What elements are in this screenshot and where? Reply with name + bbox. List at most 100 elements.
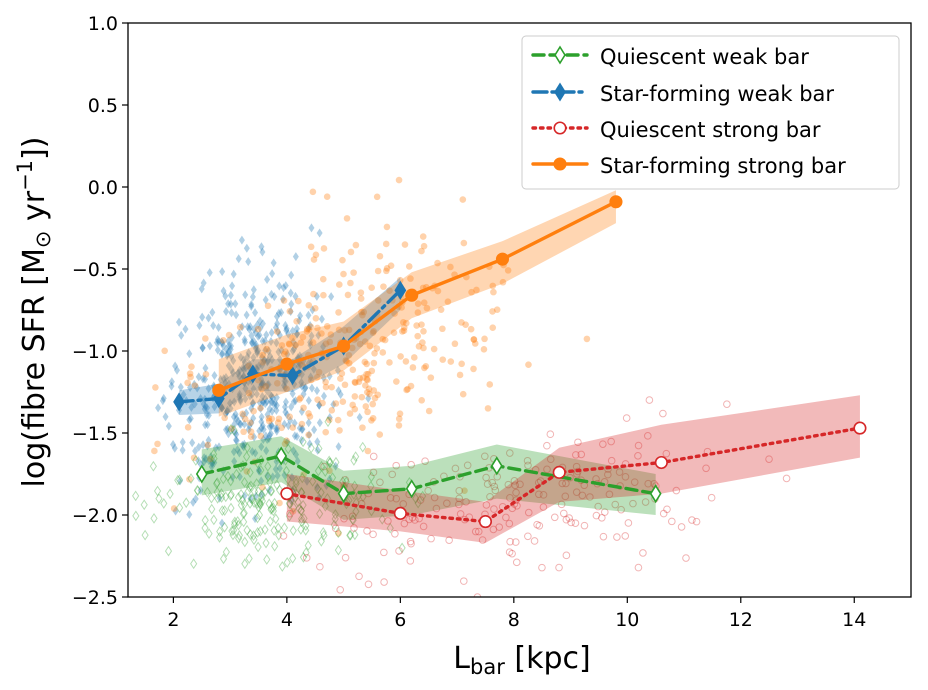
scatter-point (337, 375, 344, 382)
scatter-point (241, 358, 248, 368)
scatter-point (275, 308, 282, 318)
scatter-point (364, 370, 372, 378)
scatter-point (451, 464, 460, 473)
scatter-point (356, 412, 363, 422)
scatter-point (299, 381, 306, 391)
scatter-point (219, 403, 226, 413)
scatter-point (249, 390, 256, 400)
scatter-point (258, 353, 265, 363)
scatter-point (228, 351, 235, 361)
scatter-point (253, 389, 260, 399)
scatter-point (213, 477, 221, 489)
scatter-point (242, 383, 249, 393)
scatter-point (219, 518, 226, 528)
scatter-point (245, 257, 252, 267)
scatter-point (621, 532, 630, 540)
scatter-point (297, 513, 306, 525)
scatter-point (282, 376, 289, 386)
scatter-point (335, 386, 342, 396)
scatter-point (412, 493, 420, 504)
scatter-point (405, 263, 413, 270)
scatter-point (259, 359, 267, 366)
scatter-point (230, 269, 237, 279)
scatter-point (296, 396, 303, 403)
scatter-point (508, 549, 516, 558)
scatter-point (246, 498, 254, 509)
scatter-point (256, 330, 263, 340)
scatter-point (427, 534, 435, 543)
scatter-point (289, 326, 296, 336)
scatter-point (592, 511, 601, 520)
scatter-point (269, 505, 278, 517)
scatter-point (396, 276, 404, 284)
scatter-point (188, 363, 195, 370)
scatter-point (191, 379, 198, 389)
scatter-point (216, 526, 224, 537)
scatter-point (247, 433, 255, 440)
scatter-point (205, 384, 212, 394)
scatter-point (259, 484, 266, 491)
scatter-point (480, 346, 488, 353)
scatter-point (182, 324, 189, 334)
scatter-point (261, 524, 269, 536)
scatter-point (323, 323, 331, 330)
scatter-point (420, 327, 427, 335)
scatter-point (294, 456, 301, 466)
scatter-point (273, 328, 281, 335)
scatter-point (190, 558, 198, 570)
scatter-point (201, 522, 209, 534)
scatter-point (252, 328, 259, 338)
scatter-point (491, 486, 500, 495)
scatter-point (204, 441, 211, 451)
scatter-point (228, 333, 235, 343)
scatter-point (223, 344, 230, 354)
scatter-point (388, 470, 397, 479)
scatter-point (365, 393, 372, 403)
scatter-point (370, 387, 378, 394)
scatter-point (194, 485, 202, 497)
scatter-point (352, 451, 360, 463)
scatter-point (199, 312, 206, 322)
scatter-point (258, 442, 265, 452)
scatter-point (168, 381, 175, 391)
scatter-point (294, 496, 302, 508)
scatter-point (410, 354, 418, 361)
scatter-point (258, 495, 266, 507)
scatter-point (393, 378, 400, 385)
scatter-point (462, 321, 469, 328)
scatter-point (199, 343, 206, 353)
scatter-point (217, 492, 226, 503)
scatter-point (702, 464, 710, 473)
scatter-point (242, 394, 249, 404)
scatter-point (289, 552, 297, 564)
scatter-point (524, 461, 532, 470)
scatter-point (395, 415, 403, 423)
scatter-point (272, 323, 279, 333)
scatter-point (565, 514, 573, 522)
scatter-point (231, 419, 238, 429)
scatter-point (263, 397, 270, 407)
scatter-point (490, 288, 497, 296)
scatter-point (598, 514, 606, 522)
scatter-point (458, 360, 465, 368)
scatter-point (326, 371, 333, 381)
scatter-point (270, 258, 277, 268)
scatter-point (258, 476, 265, 486)
scatter-point (195, 372, 202, 382)
scatter-point (315, 368, 323, 376)
scatter-point (205, 456, 212, 466)
scatter-point (230, 412, 237, 422)
scatter-point (154, 440, 161, 448)
scatter-point (186, 370, 194, 377)
scatter-point (222, 409, 229, 419)
scatter-point (247, 322, 254, 332)
scatter-point (355, 378, 363, 386)
scatter-point (151, 447, 158, 455)
scatter-point (258, 379, 265, 389)
scatter-point (546, 455, 555, 464)
scatter-point (267, 502, 276, 514)
scatter-point (489, 282, 497, 290)
scatter-point (256, 499, 264, 511)
scatter-point (325, 457, 334, 469)
scatter-point (192, 494, 199, 504)
